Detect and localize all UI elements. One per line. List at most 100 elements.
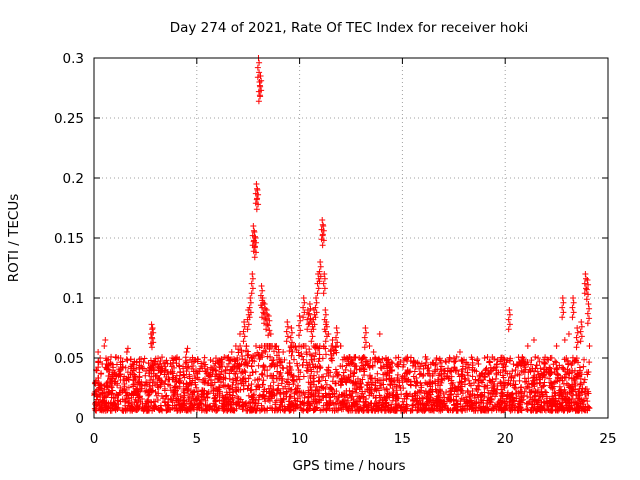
data-point — [137, 398, 144, 405]
data-point — [249, 271, 256, 277]
data-point — [583, 275, 590, 282]
data-point — [125, 384, 132, 391]
data-point — [252, 377, 259, 384]
data-point — [585, 291, 592, 298]
data-point — [491, 402, 498, 409]
data-point — [364, 382, 371, 389]
data-point — [162, 367, 169, 373]
data-point — [247, 372, 254, 379]
data-point — [323, 399, 330, 406]
data-point — [390, 406, 397, 413]
data-point — [423, 356, 430, 363]
data-point — [527, 394, 534, 401]
data-point — [270, 379, 277, 386]
data-point — [362, 398, 369, 405]
data-point — [570, 386, 577, 393]
data-point — [471, 379, 478, 386]
data-point — [141, 382, 148, 389]
data-point — [548, 407, 555, 414]
data-point — [253, 383, 260, 390]
data-point — [161, 380, 168, 387]
data-point — [524, 343, 531, 349]
data-point — [117, 384, 124, 391]
data-point — [250, 223, 257, 229]
data-point — [361, 334, 368, 341]
data-point — [173, 372, 180, 379]
data-point — [225, 405, 232, 412]
data-point — [579, 403, 586, 410]
data-point — [332, 347, 339, 354]
data-point — [508, 373, 515, 380]
data-point — [153, 392, 160, 399]
data-point — [516, 403, 523, 410]
data-point — [254, 74, 261, 81]
data-point — [523, 385, 530, 392]
data-point — [359, 362, 366, 369]
data-point — [178, 403, 185, 410]
data-point — [272, 343, 279, 350]
data-point — [181, 374, 188, 381]
data-point — [494, 400, 501, 407]
data-point — [156, 376, 163, 383]
data-point — [574, 339, 581, 346]
data-point — [287, 334, 294, 341]
data-point — [261, 406, 268, 413]
data-point — [117, 361, 124, 368]
data-point — [323, 319, 330, 325]
data-point — [420, 400, 427, 407]
data-point — [104, 356, 111, 363]
data-point — [122, 397, 129, 404]
data-point — [360, 353, 367, 360]
data-point — [356, 378, 363, 385]
data-point — [436, 386, 443, 393]
data-point — [446, 368, 453, 375]
data-point — [171, 378, 178, 385]
data-point — [352, 401, 359, 408]
data-point — [495, 405, 502, 412]
data-point — [188, 359, 195, 366]
data-point — [540, 372, 547, 379]
data-point — [485, 389, 492, 396]
data-point — [96, 402, 103, 409]
data-point — [543, 389, 550, 396]
data-point — [459, 366, 466, 373]
data-point — [343, 355, 350, 361]
data-point — [173, 356, 180, 363]
data-point — [224, 391, 231, 398]
data-point — [372, 379, 379, 386]
data-point — [259, 370, 266, 377]
data-point — [253, 206, 260, 213]
data-point — [363, 339, 370, 346]
data-point — [549, 385, 556, 392]
data-point — [211, 379, 218, 386]
data-point — [316, 278, 323, 285]
data-point — [183, 349, 190, 355]
data-point — [331, 390, 338, 397]
data-point — [321, 275, 328, 282]
data-point — [322, 338, 329, 345]
data-point — [246, 304, 253, 311]
data-point — [228, 367, 235, 374]
data-point — [436, 405, 443, 412]
data-point — [287, 406, 294, 413]
data-point — [351, 400, 358, 407]
data-point — [585, 390, 592, 397]
data-point — [206, 405, 213, 412]
data-point — [169, 355, 176, 361]
data-point — [559, 364, 566, 371]
data-point — [325, 364, 332, 371]
data-point — [145, 402, 152, 409]
data-point — [101, 399, 108, 406]
data-point — [472, 404, 479, 411]
data-point — [236, 402, 243, 409]
data-point — [305, 394, 312, 401]
data-point — [472, 400, 479, 407]
data-point — [585, 368, 592, 375]
data-point — [444, 405, 451, 412]
data-point — [150, 329, 157, 336]
data-point — [525, 400, 532, 407]
data-point — [536, 358, 543, 365]
data-point — [214, 376, 221, 383]
data-point — [353, 380, 360, 387]
data-point — [306, 320, 313, 327]
